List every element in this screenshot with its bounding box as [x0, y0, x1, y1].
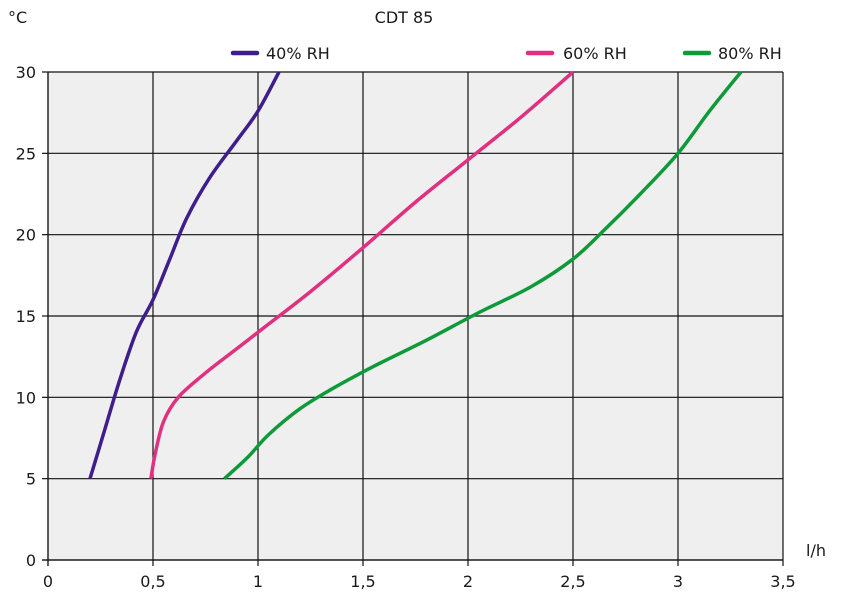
x-tick-label: 2	[463, 572, 473, 591]
y-tick-label: 10	[16, 388, 36, 407]
series-line-60rh	[149, 70, 575, 479]
series-group	[88, 70, 743, 480]
x-tick-label: 2,5	[560, 572, 585, 591]
y-tick-label: 15	[16, 307, 36, 326]
x-tick-label: 1	[253, 572, 263, 591]
y-axis-unit: °C	[8, 8, 27, 27]
legend-item-40rh: 40% RH	[230, 44, 330, 63]
legend-label-60rh: 60% RH	[563, 44, 627, 63]
x-tick-label: 3	[673, 572, 683, 591]
y-tick-label: 20	[16, 226, 36, 245]
x-axis-unit: l/h	[806, 541, 826, 560]
legend: 40% RH 60% RH 80% RH	[230, 44, 782, 63]
y-tick-label: 30	[16, 63, 36, 82]
y-tick-label: 0	[26, 551, 36, 570]
y-tick-label: 5	[26, 470, 36, 489]
tick-labels: 0 0,5 1 1,5 2 2,5 3 3,5 0 5 10 15 20 25 30	[16, 63, 796, 591]
legend-item-60rh: 60% RH	[525, 44, 627, 63]
legend-label-80rh: 80% RH	[718, 44, 782, 63]
x-tick-label: 1,5	[350, 572, 375, 591]
x-tick-label: 0,5	[140, 572, 165, 591]
legend-item-80rh: 80% RH	[682, 44, 782, 63]
legend-label-40rh: 40% RH	[266, 44, 330, 63]
chart-title: CDT 85	[375, 8, 434, 27]
series-line-40rh	[88, 71, 281, 480]
axes	[42, 71, 784, 566]
x-tick-label: 0	[43, 572, 53, 591]
y-tick-label: 25	[16, 144, 36, 163]
x-tick-label: 3,5	[770, 572, 795, 591]
series-line-80rh	[223, 70, 743, 480]
